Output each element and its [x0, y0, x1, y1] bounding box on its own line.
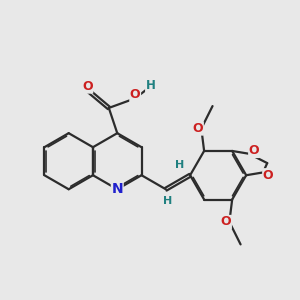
Text: N: N — [111, 182, 123, 196]
Text: H: H — [146, 79, 155, 92]
Text: H: H — [175, 160, 184, 170]
Text: O: O — [263, 169, 273, 182]
Text: O: O — [221, 215, 231, 229]
Text: O: O — [130, 88, 140, 101]
Text: H: H — [163, 196, 172, 206]
Text: O: O — [82, 80, 93, 93]
Text: O: O — [249, 145, 260, 158]
Text: O: O — [193, 122, 203, 135]
